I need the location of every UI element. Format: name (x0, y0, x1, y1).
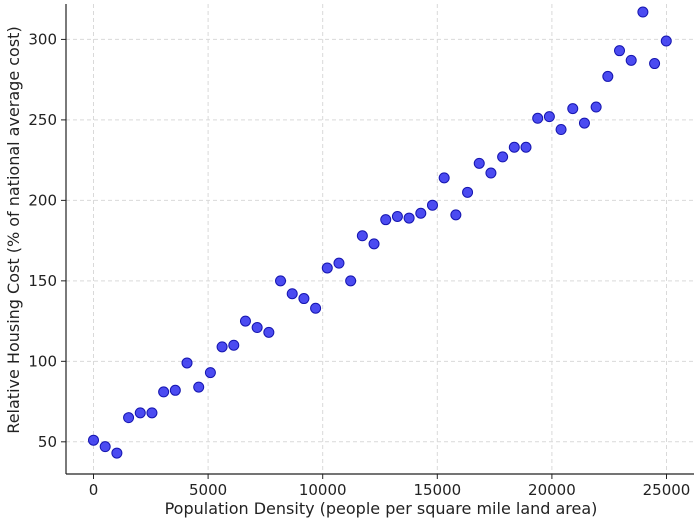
data-point (532, 112, 544, 124)
data-point (485, 167, 497, 179)
data-point (204, 367, 216, 379)
data-point (578, 117, 590, 129)
data-point (497, 151, 509, 163)
data-point (508, 141, 520, 153)
data-point (216, 341, 228, 353)
data-point (462, 186, 474, 198)
data-point (321, 262, 333, 274)
data-point (345, 275, 357, 287)
data-point (368, 238, 380, 250)
data-point (169, 384, 181, 396)
data-point (146, 407, 158, 419)
data-point (310, 302, 322, 314)
data-point (403, 212, 415, 224)
x-tick-label: 5000 (189, 481, 227, 499)
x-tick-label: 0 (89, 481, 99, 499)
data-point (426, 199, 438, 211)
tick-labels: 0 5000 10000 15000 20000 25000 50 100 150 200 250 3… (28, 30, 690, 499)
data-point (111, 447, 123, 459)
data-point (356, 230, 368, 242)
axes (61, 4, 694, 479)
data-point (380, 214, 392, 226)
data-point (263, 326, 275, 338)
data-point (391, 210, 403, 222)
data-point (88, 434, 100, 446)
data-point (275, 275, 287, 287)
data-point (228, 339, 240, 351)
y-axis-title: Relative Housing Cost (% of national ave… (4, 26, 23, 433)
data-point (590, 101, 602, 113)
data-points (88, 6, 672, 459)
data-point (193, 381, 205, 393)
data-point (555, 124, 567, 136)
data-point (450, 209, 462, 221)
x-axis-title: Population Density (people per square mi… (165, 499, 598, 518)
y-tick-label: 150 (28, 272, 57, 290)
y-tick-label: 50 (38, 433, 57, 451)
data-point (543, 111, 555, 123)
data-point (123, 412, 135, 424)
y-tick-label: 250 (28, 111, 57, 129)
data-point (286, 288, 298, 300)
data-point (649, 58, 661, 70)
data-point (239, 315, 251, 327)
data-point (625, 54, 637, 66)
data-point (251, 322, 263, 334)
data-point (134, 407, 146, 419)
data-point (520, 141, 532, 153)
x-tick-label: 25000 (643, 481, 691, 499)
data-point (99, 441, 111, 453)
x-tick-label: 10000 (299, 481, 347, 499)
data-point (660, 35, 672, 47)
data-point (637, 6, 649, 18)
data-point (602, 70, 614, 82)
data-point (333, 257, 345, 269)
y-tick-label: 100 (28, 352, 57, 370)
y-tick-label: 200 (28, 191, 57, 209)
x-tick-label: 15000 (413, 481, 461, 499)
data-point (473, 157, 485, 169)
data-point (438, 172, 450, 184)
data-point (415, 207, 427, 219)
grid (66, 4, 694, 474)
data-point (567, 103, 579, 115)
data-point (298, 293, 310, 305)
data-point (181, 357, 193, 369)
x-tick-label: 20000 (528, 481, 576, 499)
y-tick-label: 300 (28, 30, 57, 48)
data-point (158, 386, 170, 398)
data-point (614, 45, 626, 57)
